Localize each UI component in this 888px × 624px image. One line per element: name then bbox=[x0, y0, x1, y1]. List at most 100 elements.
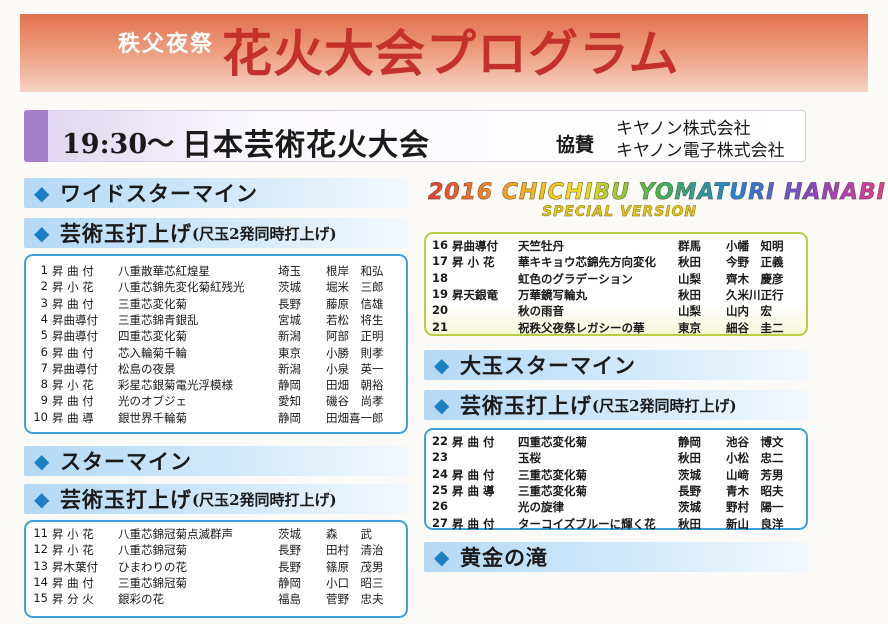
hanabi-logo-line2: SPECIAL VERSION bbox=[542, 204, 698, 220]
item-type: 昇曲導付 bbox=[52, 312, 98, 327]
hanabi-logo-line1: 2016 CHICHIBU YOMATURI HANABI bbox=[428, 180, 886, 206]
item-prefecture: 宮城 bbox=[278, 312, 301, 327]
item-type: 昇 曲 付 bbox=[52, 575, 94, 590]
item-maker: 藤原 信雄 bbox=[326, 296, 384, 311]
item-maker: 今野 正義 bbox=[726, 255, 784, 270]
section-geijutsu-1: ◆ 芸術玉打上げ (尺玉2発同時打上げ) bbox=[24, 218, 410, 248]
banner-title: 花火大会プログラム bbox=[222, 24, 680, 83]
item-number: 8 bbox=[40, 377, 48, 392]
item-prefecture: 静岡 bbox=[278, 378, 301, 393]
item-type: 昇 小 花 bbox=[452, 255, 495, 270]
item-prefecture: 埼玉 bbox=[278, 264, 301, 278]
item-prefecture: 新潟 bbox=[278, 361, 301, 376]
section-ougon: ◆ 黄金の滝 bbox=[424, 542, 810, 572]
item-type: 昇 曲 付 bbox=[452, 516, 495, 531]
item-name: ターコイズブルーに輝く花 bbox=[518, 516, 656, 531]
item-name: 光のオブジェ bbox=[118, 394, 187, 409]
list-item: 11 昇 小 花 八重芯錦冠菊点滅群声 茨城 森 武 bbox=[26, 526, 406, 543]
item-number: 22 bbox=[431, 434, 448, 448]
item-type: 昇 曲 付 bbox=[52, 345, 94, 360]
event-title: 日本芸術花火大会 bbox=[182, 128, 430, 163]
section-subtitle: (尺玉2発同時打上げ) bbox=[592, 396, 737, 415]
item-prefecture: 長野 bbox=[678, 483, 701, 498]
list-item: 3 昇 曲 付 三重芯変化菊 長野 藤原 信雄 bbox=[26, 296, 406, 313]
list-item: 24 昇 曲 付 三重芯変化菊 茨城 山﨑 芳男 bbox=[426, 467, 806, 484]
list-item: 4 昇曲導付 三重芯錦青銀乱 宮城 若松 将生 bbox=[26, 312, 406, 329]
item-maker: 小幡 知明 bbox=[726, 239, 784, 253]
list-item: 6 昇 曲 付 芯入輪菊千輪 東京 小勝 則孝 bbox=[26, 345, 406, 362]
item-maker: 森 武 bbox=[326, 527, 372, 541]
item-number: 24 bbox=[431, 466, 448, 481]
item-maker: 池谷 博文 bbox=[726, 435, 784, 449]
item-type: 昇 曲 付 bbox=[52, 264, 94, 278]
item-maker: 山﨑 芳男 bbox=[726, 467, 784, 482]
diamond-bullet-icon: ◆ bbox=[34, 487, 50, 511]
diamond-bullet-icon: ◆ bbox=[434, 545, 450, 569]
item-prefecture: 山梨 bbox=[678, 304, 701, 319]
item-number: 10 bbox=[33, 409, 48, 424]
item-maker: 若松 将生 bbox=[326, 312, 384, 327]
item-maker: 久米川正行 bbox=[726, 287, 784, 302]
diamond-bullet-icon: ◆ bbox=[34, 449, 50, 473]
item-name: 秋の雨音 bbox=[518, 304, 564, 319]
item-maker: 小泉 英一 bbox=[326, 361, 384, 376]
list-item: 22 昇 曲 付 四重芯変化菊 静岡 池谷 博文 bbox=[426, 434, 806, 451]
item-prefecture: 静岡 bbox=[278, 410, 301, 425]
item-type: 昇 小 花 bbox=[52, 280, 94, 295]
item-number: 9 bbox=[40, 393, 48, 408]
item-name: 華キキョウ芯錦先方向変化 bbox=[518, 255, 656, 270]
section-title: スターマイン bbox=[60, 449, 192, 474]
item-maker: 田畑 朝裕 bbox=[326, 378, 384, 393]
item-number: 19 bbox=[431, 286, 448, 301]
item-maker: 根岸 和弘 bbox=[326, 264, 384, 278]
item-prefecture: 長野 bbox=[278, 296, 301, 311]
diamond-bullet-icon: ◆ bbox=[434, 393, 450, 417]
diamond-bullet-icon: ◆ bbox=[434, 353, 450, 377]
item-name: 四重芯変化菊 bbox=[118, 329, 187, 344]
item-name: 八重芯錦冠菊点滅群声 bbox=[118, 527, 233, 541]
list-item: 7 昇曲導付 松島の夜景 新潟 小泉 英一 bbox=[26, 361, 406, 378]
item-type: 昇天銀竜 bbox=[452, 287, 498, 302]
item-maker: 菅野 忠夫 bbox=[326, 592, 384, 607]
section-title: ワイドスターマイン bbox=[60, 181, 258, 206]
item-prefecture: 茨城 bbox=[678, 500, 701, 515]
item-type: 昇曲導付 bbox=[52, 329, 98, 344]
item-maker: 小松 忠二 bbox=[726, 451, 784, 466]
list-item: 16 昇曲導付 天竺牡丹 群馬 小幡 知明 bbox=[426, 238, 806, 255]
item-name: 八重芯錦冠菊 bbox=[118, 543, 187, 558]
list-item: 18 虹色のグラデーション 山梨 齊木 慶彦 bbox=[426, 271, 806, 288]
item-number: 15 bbox=[33, 591, 48, 606]
section-odama-starmine: ◆ 大玉スターマイン bbox=[424, 350, 810, 380]
item-prefecture: 茨城 bbox=[278, 527, 301, 541]
list-item: 10 昇 曲 導 銀世界千輪菊 静岡 田畑喜一郎 bbox=[26, 410, 406, 427]
item-number: 6 bbox=[40, 344, 48, 359]
item-name: 銀世界千輪菊 bbox=[118, 410, 187, 425]
item-number: 23 bbox=[431, 450, 448, 465]
item-prefecture: 秋田 bbox=[678, 287, 701, 302]
list-item: 27 昇 曲 付 ターコイズブルーに輝く花 秋田 新山 良洋 bbox=[426, 516, 806, 533]
item-number: 14 bbox=[33, 574, 48, 589]
list-item: 21 祝秩父夜祭レガシーの華 東京 細谷 圭二 bbox=[426, 320, 806, 337]
item-name: ひまわりの花 bbox=[118, 559, 187, 574]
item-prefecture: 山梨 bbox=[678, 271, 701, 286]
item-prefecture: 福島 bbox=[278, 592, 301, 607]
item-prefecture: 秋田 bbox=[678, 255, 701, 270]
section-subtitle: (尺玉2発同時打上げ) bbox=[192, 490, 337, 509]
item-maker: 田畑喜一郎 bbox=[326, 410, 384, 425]
list-item: 15 昇 分 火 銀彩の花 福島 菅野 忠夫 bbox=[26, 591, 406, 608]
item-name: 三重芯変化菊 bbox=[518, 467, 587, 482]
list-item: 14 昇 曲 付 三重芯錦冠菊 静岡 小口 昭三 bbox=[26, 575, 406, 592]
list-item: 13 昇木葉付 ひまわりの花 長野 篠原 茂男 bbox=[26, 559, 406, 576]
item-prefecture: 新潟 bbox=[278, 329, 301, 344]
item-prefecture: 愛知 bbox=[278, 394, 301, 409]
list-item: 17 昇 小 花 華キキョウ芯錦先方向変化 秋田 今野 正義 bbox=[426, 254, 806, 271]
item-number: 7 bbox=[40, 360, 48, 375]
item-number: 27 bbox=[431, 515, 448, 530]
item-number: 17 bbox=[431, 254, 448, 269]
section-title: 芸術玉打上げ bbox=[60, 221, 192, 246]
item-prefecture: 群馬 bbox=[678, 239, 701, 253]
item-type: 昇 曲 付 bbox=[52, 296, 94, 311]
program-list-2: 11 昇 小 花八重芯錦冠菊点滅群声 茨城森 武 12 昇 小 花八重芯錦冠菊 長野 田村 … bbox=[24, 520, 408, 618]
item-number: 2 bbox=[40, 279, 48, 294]
item-prefecture: 茨城 bbox=[678, 467, 701, 482]
